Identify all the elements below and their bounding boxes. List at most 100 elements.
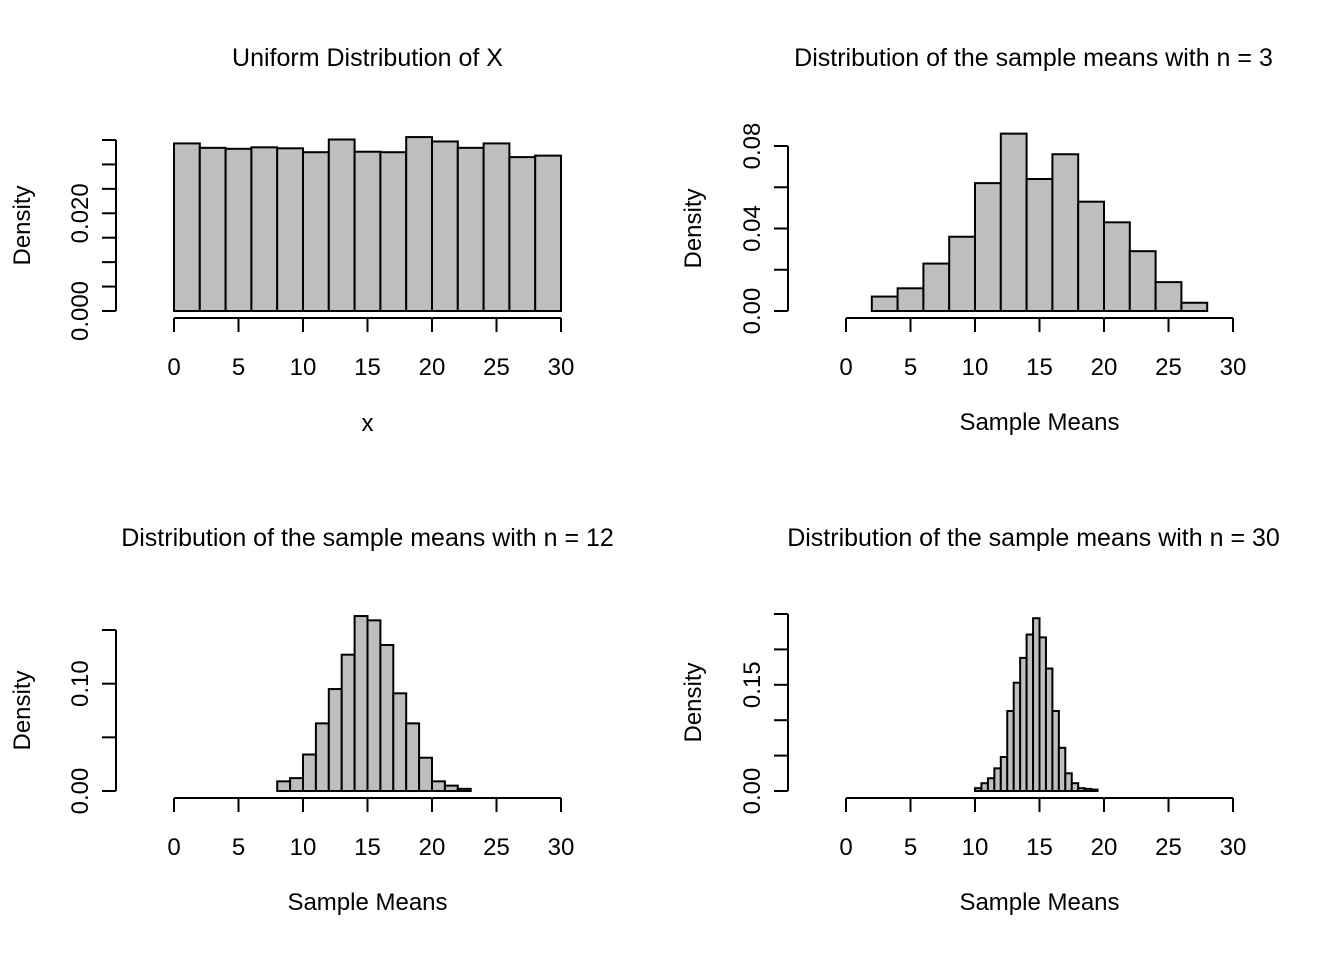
histogram-bar [1180,301,1209,312]
histogram-bar [1090,788,1099,792]
histogram-bar [289,777,305,792]
histogram-bar [405,136,434,312]
y-axis: 0.000 0.020 [67,139,117,341]
histogram-bar [508,156,537,312]
x-tick-label: 15 [354,354,381,381]
x-tick-label: 10 [290,354,317,381]
histogram-bar [431,780,446,793]
y-tick-label: 0.08 [739,123,766,170]
panel-2: Distribution of the sample means with n … [680,44,1273,436]
panel-4: Distribution of the sample means with n … [680,524,1280,916]
histogram-bar [1064,772,1073,792]
x-tick-label: 20 [419,834,446,861]
x-tick-label: 0 [839,834,852,861]
x-tick-label: 10 [962,354,989,381]
x-tick-label: 5 [232,354,245,381]
chart-title: Distribution of the sample means with n … [794,44,1273,72]
y-axis: 0.00 0.04 0.08 [739,123,789,335]
x-axis: 0 5 10 15 20 25 30 [839,797,1247,861]
x-tick-label: 0 [839,354,852,381]
histogram-bar [250,146,279,312]
histogram-bar [922,262,951,312]
histogram-bar [974,182,1002,312]
histogram-bar [1051,153,1080,312]
y-tick-label: 0.00 [739,768,766,815]
x-tick-label: 30 [1220,354,1247,381]
panel-1: Uniform Distribution of X 0 5 10 15 20 25 30 x 0.… [9,44,574,437]
x-tick-label: 15 [354,834,381,861]
y-axis-label: Density [680,188,707,268]
x-tick-label: 30 [1220,834,1247,861]
x-tick-label: 0 [167,834,180,861]
histogram-bar [482,142,511,312]
y-axis-label: Density [9,185,36,265]
x-axis-label: Sample Means [287,889,447,916]
x-tick-label: 20 [1091,834,1118,861]
x-axis: 0 5 10 15 20 25 30 [167,317,575,381]
x-axis: 0 5 10 15 20 25 30 [167,797,575,861]
histogram-bar [456,787,472,792]
y-axis-label: Density [680,662,707,742]
histogram-bar [431,140,459,312]
y-axis-label: Density [9,670,36,750]
histogram-bar [198,146,227,312]
histogram-bar [1103,221,1131,312]
histogram-bar [456,146,485,312]
histogram-bar [302,753,317,792]
x-tick-label: 15 [1026,354,1053,381]
histogram-bar [379,151,408,312]
chart-title: Distribution of the sample means with n … [121,524,614,552]
x-tick-label: 30 [548,354,575,381]
x-tick-label: 10 [290,834,317,861]
y-tick-label: 0.00 [739,288,766,335]
x-tick-label: 5 [904,834,917,861]
chart-title: Distribution of the sample means with n … [787,524,1280,552]
x-tick-label: 0 [167,354,180,381]
histogram-bar [276,147,305,312]
histogram-bar [1154,281,1183,312]
x-tick-label: 25 [483,354,510,381]
histogram-bar [1057,746,1067,793]
histogram-bar [1070,782,1080,792]
histogram-bar [353,615,369,793]
x-tick-label: 20 [419,354,446,381]
x-tick-label: 15 [1026,834,1053,861]
histogram-bar [379,644,395,792]
histogram-bar [896,287,925,312]
histogram-bar [948,235,977,312]
histogram-bar [392,692,408,792]
histogram-bar [534,154,563,312]
histogram-bar [353,150,382,312]
x-tick-label: 20 [1091,354,1118,381]
histogram-bar [224,147,253,312]
histogram-bar [366,619,382,793]
x-axis-label: Sample Means [959,889,1119,916]
histogram-bar [443,784,459,793]
y-axis: 0.00 0.15 [739,613,789,815]
histogram-bar [418,756,434,793]
histogram-bar [999,132,1028,312]
histogram-bar [327,688,343,792]
x-tick-label: 25 [1155,354,1182,381]
histogram-bar [405,722,421,793]
y-tick-label: 0.020 [67,183,94,243]
x-tick-label: 25 [483,834,510,861]
x-tick-label: 25 [1155,834,1182,861]
x-tick-label: 10 [962,834,989,861]
histogram-bar [327,138,356,312]
histogram-bar [314,722,330,793]
histogram-bar [870,295,899,312]
x-axis-label: x [362,410,374,437]
histogram-bar [173,142,201,312]
x-tick-label: 5 [904,354,917,381]
histogram-bar [302,151,330,312]
y-axis: 0.00 0.10 [67,629,117,815]
histogram-bar [340,653,356,792]
chart-title: Uniform Distribution of X [232,44,503,72]
panel-3: Distribution of the sample means with n … [9,524,614,916]
y-tick-label: 0.00 [67,768,94,815]
y-tick-label: 0.04 [739,205,766,252]
histogram-bar [1128,250,1157,312]
x-tick-label: 30 [548,834,575,861]
